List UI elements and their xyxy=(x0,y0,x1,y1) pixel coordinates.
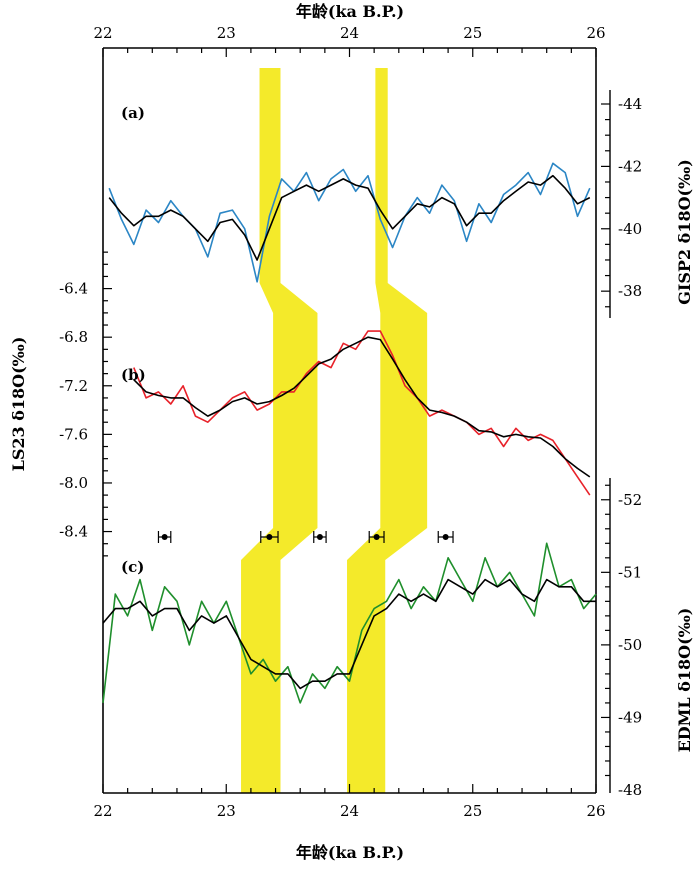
x-tick-label-bottom: 23 xyxy=(217,802,236,820)
x-tick-label-bottom: 22 xyxy=(93,802,112,820)
edml-raw-series xyxy=(102,542,597,704)
ls23-tick-label: -8.0 xyxy=(59,474,88,492)
axes: 22 22 23 23 24 24 25 25 26 26 -38 -40 -42 -44 -8.4 -8.0… xyxy=(59,24,642,820)
panel-label-edml: (c) xyxy=(121,558,144,576)
ls23-axis-title: LS23 δ18O(‰) xyxy=(9,337,28,472)
data-series xyxy=(102,162,597,704)
tie-point-dot xyxy=(316,534,323,540)
x-tick-label-bottom: 25 xyxy=(463,802,482,820)
gisp2-tick-label: -38 xyxy=(618,282,642,300)
x-tick-label-top: 24 xyxy=(340,24,359,42)
tie-point-dot xyxy=(266,534,273,540)
edml-tick-label: -51 xyxy=(618,563,642,581)
edml-smoothed-series xyxy=(102,578,596,690)
edml-tick-label: -52 xyxy=(618,491,642,509)
ls23-smoothed-series xyxy=(133,336,591,478)
ls23-tick-label: -6.4 xyxy=(59,280,88,298)
x-tick-label-top: 23 xyxy=(217,24,236,42)
labels: 年龄(ka B.P.) 年龄(ka B.P.) GISP2 δ18O(‰) LS23 … xyxy=(9,2,694,862)
tie-point-3 xyxy=(313,531,327,543)
tie-point-dot xyxy=(442,534,449,540)
ls23-tick-label: -6.8 xyxy=(59,328,88,346)
edml-tick-label: -48 xyxy=(618,781,642,799)
gisp2-tick-label: -40 xyxy=(618,220,642,238)
x-tick-label-top: 25 xyxy=(463,24,482,42)
x-axis-title-top: 年龄(ka B.P.) xyxy=(296,2,404,21)
ls23-tick-label: -7.2 xyxy=(59,377,88,395)
tie-point-dot xyxy=(373,534,380,540)
tie-point-1 xyxy=(157,531,172,543)
gisp2-smoothed-series xyxy=(108,174,591,261)
x-tick-label-top: 22 xyxy=(93,24,112,42)
gisp2-axis-title: GISP2 δ18O(‰) xyxy=(675,159,694,305)
x-tick-label-top: 26 xyxy=(586,24,605,42)
tie-point-2 xyxy=(260,531,279,543)
panel-label-ls23: (b) xyxy=(121,366,146,384)
ls23-tick-label: -8.4 xyxy=(59,523,88,541)
tie-point-dot xyxy=(161,534,168,540)
x-tick-label-bottom: 24 xyxy=(340,802,359,820)
highlight-band-2 xyxy=(347,68,428,793)
gisp2-tick-label: -42 xyxy=(618,157,642,175)
highlight-band-1 xyxy=(241,68,318,793)
edml-tick-label: -50 xyxy=(618,636,642,654)
tie-point-5 xyxy=(437,531,454,543)
x-tick-label-bottom: 26 xyxy=(586,802,605,820)
highlight-bands xyxy=(241,68,428,793)
tie-point-4 xyxy=(368,531,385,543)
panel-label-gisp2: (a) xyxy=(121,104,145,122)
gisp2-raw-series xyxy=(108,162,591,283)
edml-axis-title: EDML δ18O(‰) xyxy=(675,608,694,753)
gisp2-tick-label: -44 xyxy=(618,95,642,113)
edml-tick-label: -49 xyxy=(618,708,642,726)
ls23-tick-label: -7.6 xyxy=(59,425,88,443)
x-axis-title-bottom: 年龄(ka B.P.) xyxy=(296,843,404,862)
